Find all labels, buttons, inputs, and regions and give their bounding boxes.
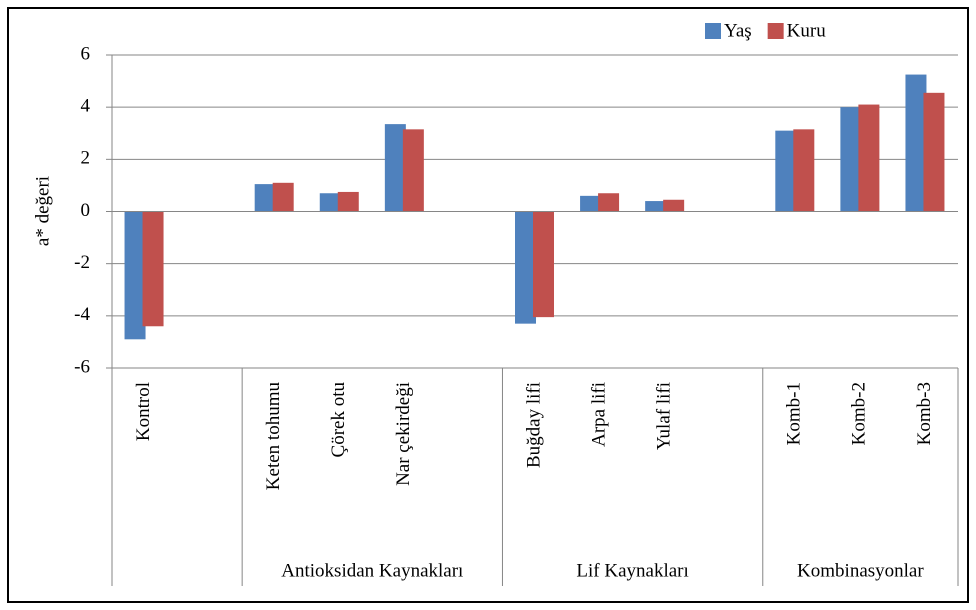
x-tick-label: Komb-1 [784,382,805,445]
x-tick-label: Komb-2 [849,382,870,445]
y-tick-label: 4 [81,96,91,117]
bar [533,211,554,318]
x-tick-label: Çörek otu [328,382,349,458]
bar [384,124,406,212]
legend-swatch [705,23,721,39]
bar [402,129,424,212]
bar [905,74,927,212]
x-tick-label: Yulaf lifi [654,382,675,450]
bar [580,195,602,212]
y-tick-label: -2 [74,252,90,273]
legend-label: Yaş [724,20,752,41]
group-label: Lif Kaynakları [576,560,688,581]
y-tick-label: -6 [74,356,90,377]
bar [663,199,685,212]
bar [272,182,294,212]
bar [337,191,359,212]
bar [254,184,276,212]
bar [775,130,797,212]
y-tick-label: -4 [74,304,90,325]
x-tick-label: Komb-3 [914,382,935,445]
group-label: Kombinasyonlar [797,560,924,581]
y-tick-label: 6 [81,43,91,64]
legend-swatch [767,23,784,39]
bar [515,211,536,324]
bar [840,107,862,212]
x-tick-label: Arpa lifi [588,382,609,447]
bar [598,193,620,212]
x-tick-label: Nar çekirdeği [393,382,414,486]
bar [858,104,880,212]
bar [142,211,164,327]
x-tick-label: Buğday lifi [523,382,544,468]
x-tick-label: Kontrol [133,382,154,441]
group-label: Antioksidan Kaynakları [281,560,463,581]
bar [793,129,815,212]
y-axis-label: a* değeri [32,176,53,246]
bar [923,92,945,212]
bar [319,193,341,212]
x-tick-label: Keten tohumu [263,382,284,491]
bar [124,211,146,340]
y-tick-label: 2 [81,148,91,169]
y-tick-label: 0 [81,200,91,221]
bar [645,201,667,212]
legend-label: Kuru [787,20,827,41]
